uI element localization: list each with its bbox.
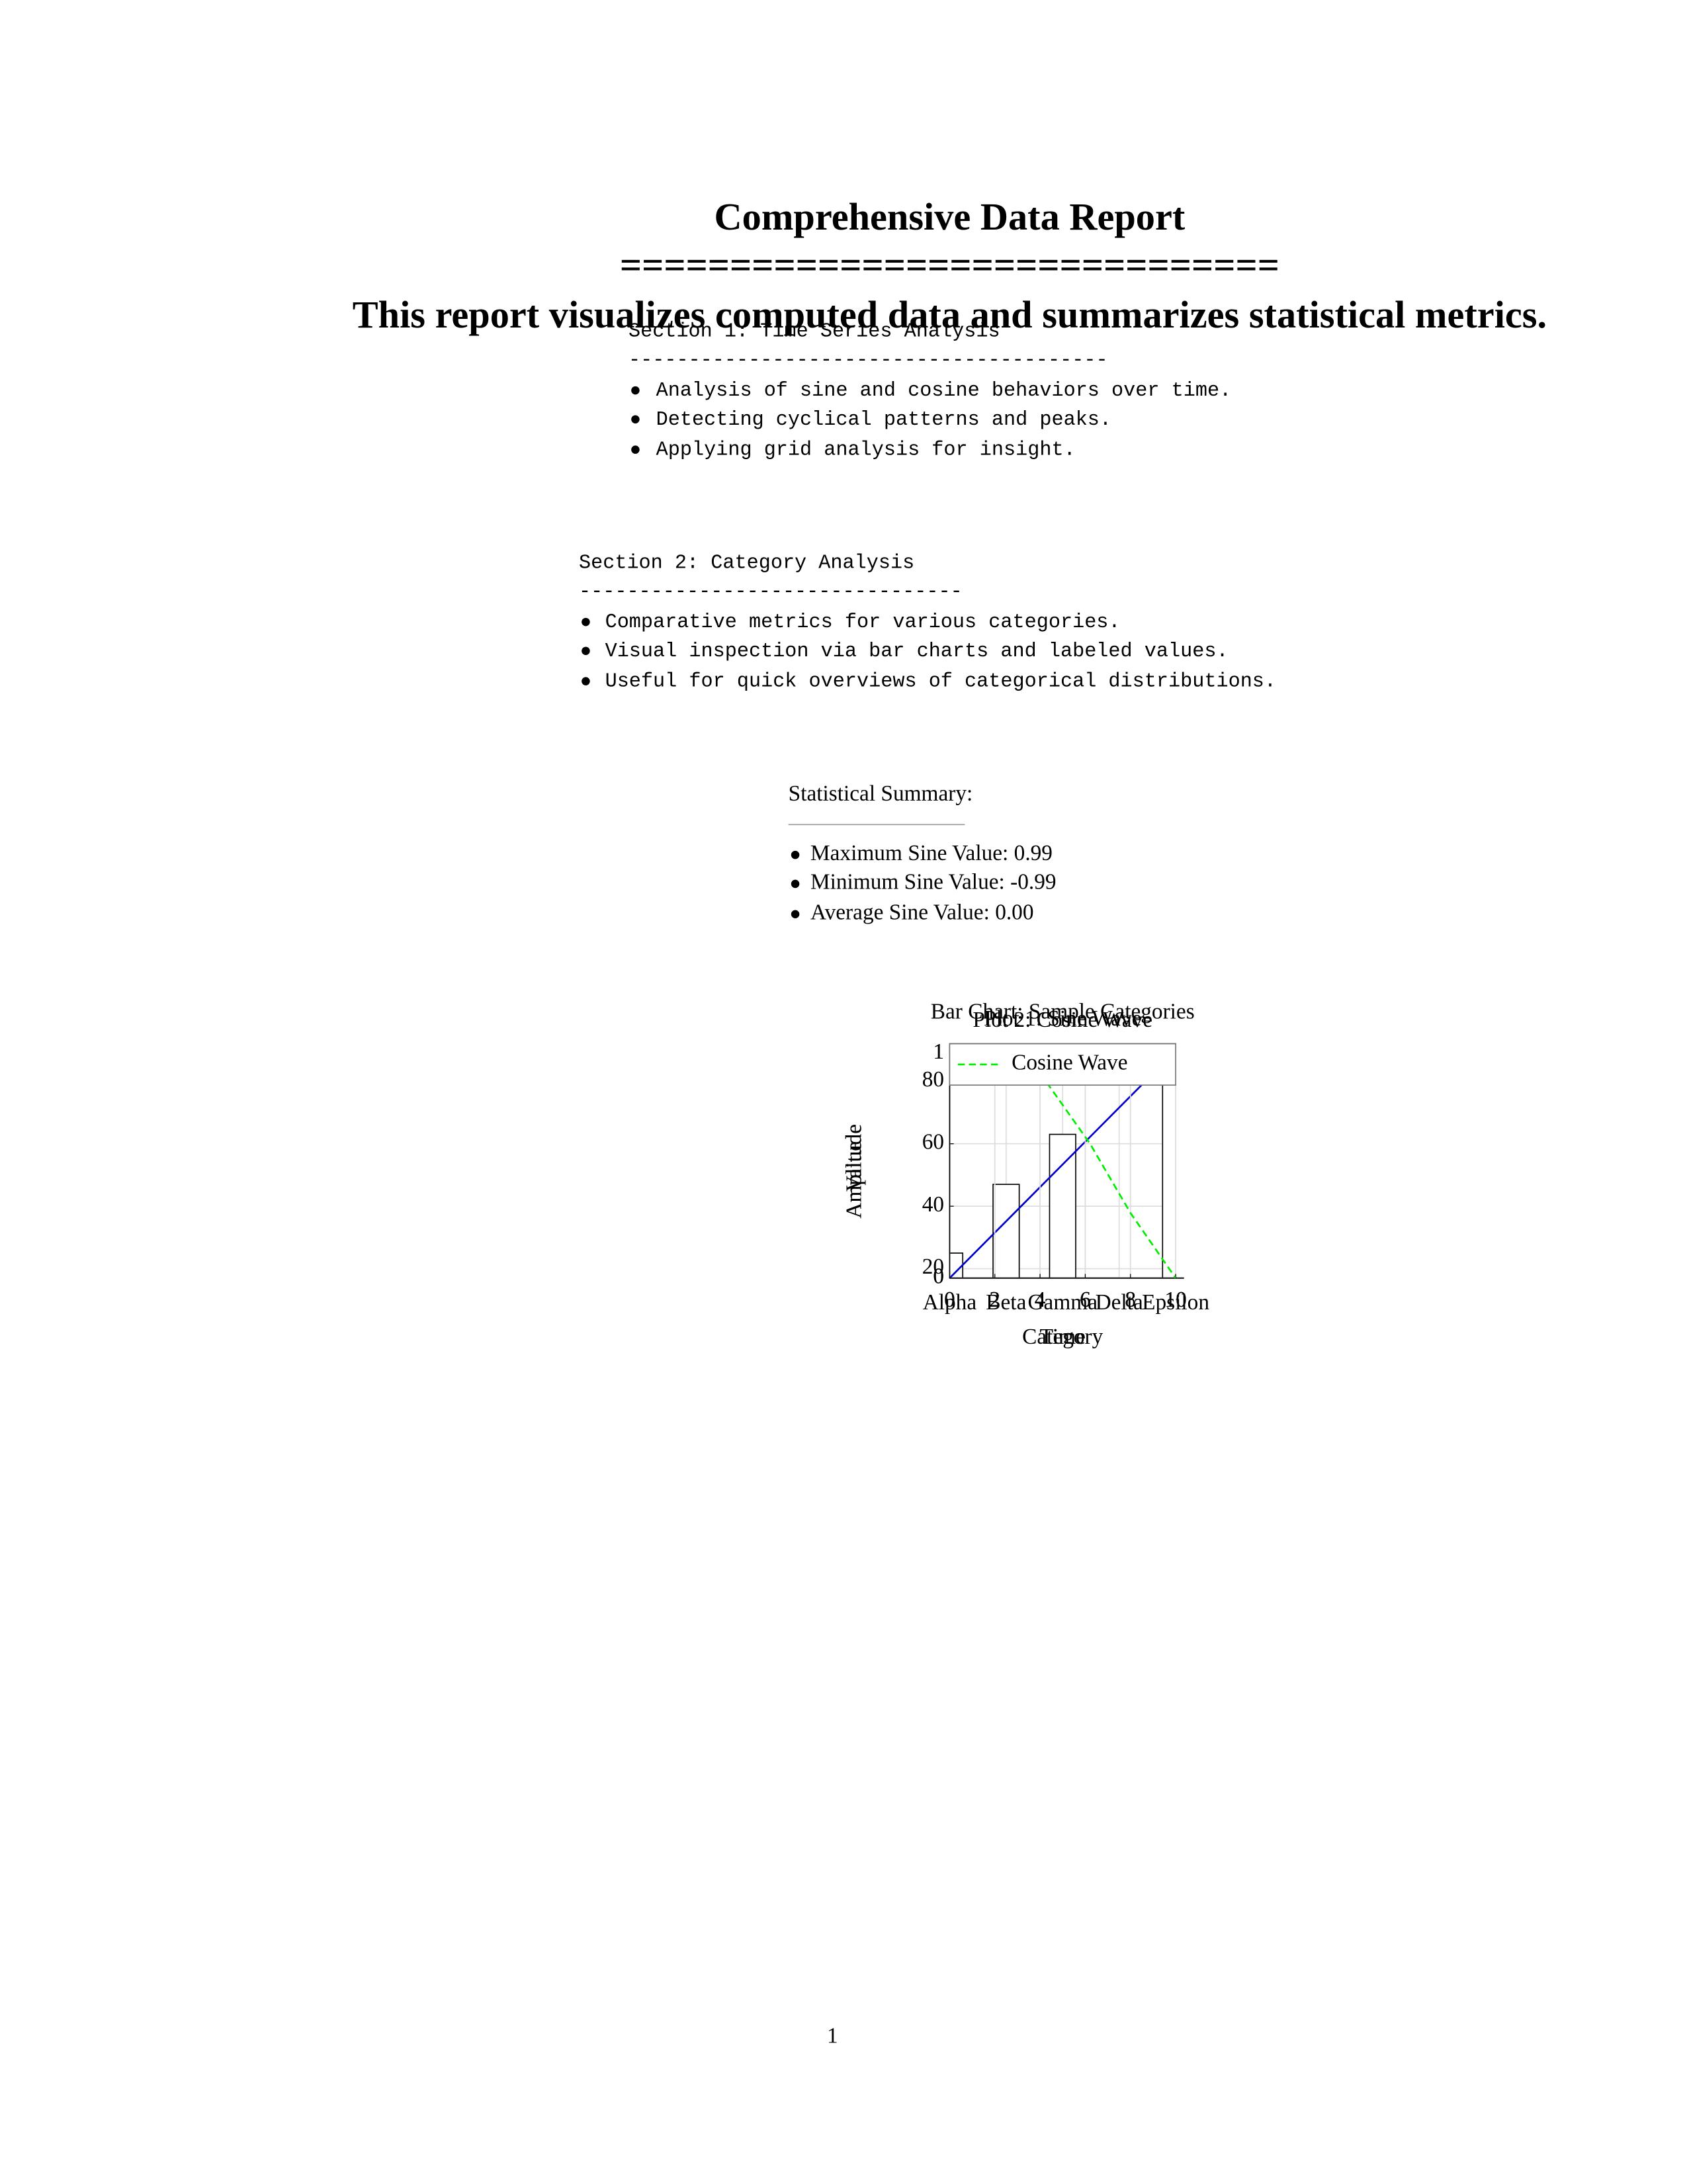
y-tick-label: 80 [922, 1067, 944, 1092]
x-tick-label: Gamma [1027, 1290, 1098, 1315]
legend-label: Cosine Wave [1012, 1050, 1127, 1074]
x-axis-label: Category [1022, 1325, 1103, 1349]
x-tick-label: 10 [1164, 1288, 1186, 1312]
x-tick-label: 10 [1164, 1288, 1186, 1312]
chart: Bar Chart: Sample Categories Category Valu… [842, 999, 1209, 1349]
x-tick-label: 4 [1035, 1288, 1046, 1312]
bullet [791, 879, 800, 889]
bullet-text: Applying grid analysis for insight. [656, 439, 1076, 462]
x-tick-label: 0 [944, 1288, 955, 1312]
section-heading: Section 2: Category Analysis [579, 552, 914, 574]
report-subtitle: This report visualizes computed data and… [353, 293, 1547, 336]
summary-heading: Statistical Summary: [789, 781, 973, 806]
x-tick-label: 0 [944, 1288, 955, 1312]
chart-title: Bar Chart: Sample Categories [931, 999, 1195, 1024]
bar [1049, 1133, 1076, 1278]
y-tick-label: 0 [933, 1264, 944, 1288]
x-axis-label: Time [1040, 1325, 1086, 1349]
line-series [949, 1082, 1145, 1278]
chart-title: Plot 1: Sine Wave [984, 1006, 1141, 1031]
x-tick-label: 6 [1080, 1288, 1091, 1312]
y-axis-label: Value [842, 1141, 866, 1192]
page-number: 1 [827, 2023, 838, 2048]
bullet-text: Useful for quick overviews of categorica… [605, 671, 1276, 693]
bullet [631, 415, 640, 424]
bullet [631, 445, 640, 454]
bullet-text: Analysis of sine and cosine behaviors ov… [656, 380, 1232, 402]
y-tick-label: 60 [922, 1129, 944, 1154]
summary-item: Minimum Sine Value: -0.99 [810, 870, 1057, 895]
bullet [582, 617, 590, 627]
section-rule: ---------------------------------------- [628, 349, 1108, 372]
section-rule: -------------------------------- [579, 581, 963, 603]
x-tick-label: 6 [1080, 1288, 1091, 1312]
bullet-text: Comparative metrics for various categori… [605, 611, 1121, 634]
y-axis-label: Amplitude [842, 1124, 866, 1219]
y-tick-label: 40 [922, 1192, 944, 1217]
bar [1162, 1052, 1176, 1278]
x-tick-label: Delta [1096, 1290, 1143, 1315]
title-rule: ============================== [620, 243, 1279, 286]
y-tick-label: 20 [922, 1254, 944, 1279]
bullet [582, 646, 590, 656]
y-tick-label: 1 [933, 1039, 944, 1064]
x-tick-label: 8 [1125, 1288, 1136, 1312]
bullet [582, 677, 590, 685]
chart-title: Plot 2: Cosine Wave [973, 1008, 1152, 1032]
y-axis-label: Amplitude [842, 1124, 866, 1219]
x-tick-label: 2 [989, 1288, 1000, 1312]
y-tick-label: 0 [933, 1264, 944, 1288]
x-axis-label: Time [1040, 1325, 1086, 1349]
section-heading: Section 1: Time Series Analysis [628, 320, 1000, 343]
x-tick-label: Epsilon [1142, 1290, 1209, 1315]
summary-item: Maximum Sine Value: 0.99 [810, 841, 1053, 865]
bullet [631, 386, 640, 395]
bullet [791, 850, 800, 859]
legend-box [949, 1043, 1176, 1086]
bullet-text: Visual inspection via bar charts and lab… [605, 640, 1229, 663]
x-tick-label: Alpha [923, 1290, 977, 1315]
x-tick-label: 8 [1125, 1288, 1136, 1312]
summary-item: Average Sine Value: 0.00 [810, 900, 1034, 924]
bullet [791, 910, 800, 918]
x-tick-label: 4 [1035, 1288, 1046, 1312]
y-tick-label: 1 [933, 1039, 944, 1064]
line-series [1046, 1082, 1176, 1278]
x-tick-label: Beta [986, 1290, 1026, 1315]
report-title: Comprehensive Data Report [714, 195, 1186, 238]
x-tick-label: 2 [989, 1288, 1000, 1312]
bullet-text: Detecting cyclical patterns and peaks. [656, 409, 1111, 431]
